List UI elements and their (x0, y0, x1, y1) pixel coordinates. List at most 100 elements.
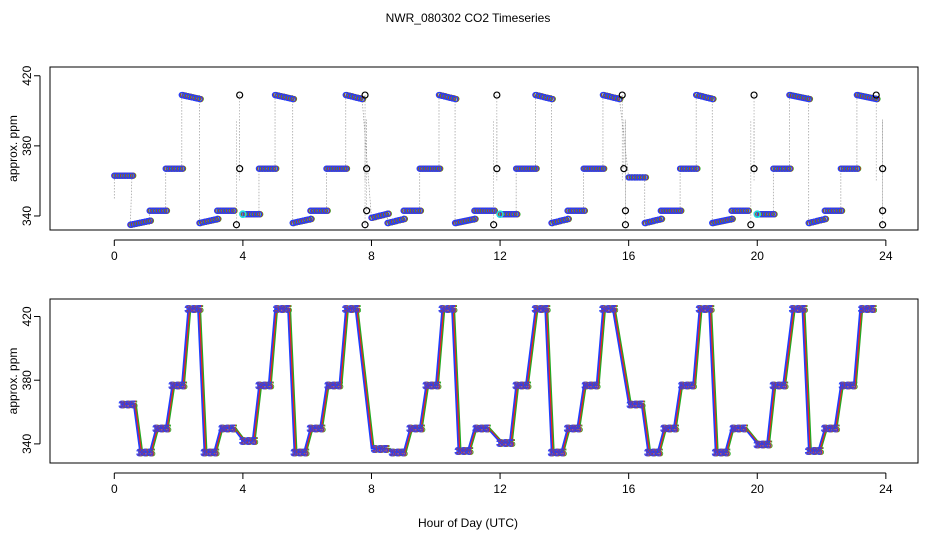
black-point (879, 221, 887, 229)
data-point (561, 216, 569, 223)
data-point (162, 207, 169, 214)
point-label: 385 (584, 381, 601, 392)
black-point (879, 165, 887, 173)
point-cluster (111, 172, 137, 179)
point-cluster (127, 217, 155, 228)
data-point (783, 165, 790, 172)
point-cluster (435, 91, 460, 103)
point-cluster (641, 215, 666, 227)
point-label: 385 (472, 424, 489, 435)
data-point (355, 95, 363, 102)
data-point (657, 215, 665, 223)
bottom-y-axis-label: approx. ppm (6, 348, 20, 415)
point-label: 385 (343, 305, 360, 316)
data-point (510, 211, 517, 218)
point-label: 385 (390, 448, 407, 459)
point-label: 385 (153, 424, 170, 435)
black-point (621, 221, 630, 229)
x-tick-label: 8 (368, 249, 375, 263)
data-point (837, 207, 845, 214)
point-label: 385 (839, 381, 856, 392)
point-label: 385 (678, 381, 695, 392)
data-point (818, 216, 826, 223)
black-point (361, 221, 369, 229)
point-label: 385 (201, 448, 218, 459)
point-label: 385 (169, 381, 186, 392)
data-point (230, 207, 237, 214)
point-label: 385 (697, 305, 714, 316)
data-point (433, 165, 440, 172)
data-point (286, 95, 294, 102)
connector-line (361, 95, 372, 218)
data-point (213, 215, 221, 223)
data-point (692, 165, 700, 172)
point-label: 385 (456, 446, 473, 457)
top-axes: 0 4 8 12 16 20 24 340 380 420 (20, 65, 893, 263)
data-point (488, 207, 495, 214)
data-point (400, 215, 407, 223)
data-point (416, 207, 423, 214)
point-label: 385 (564, 424, 581, 435)
black-point (621, 207, 630, 215)
black-point (236, 91, 244, 99)
black-point (879, 207, 887, 215)
black-point (493, 165, 501, 173)
data-point (853, 165, 861, 172)
point-label: 385 (680, 381, 697, 392)
point-label: 385 (534, 305, 551, 316)
point-label: 385 (342, 305, 359, 316)
data-point (674, 207, 681, 214)
data-point (786, 165, 793, 172)
point-label: 385 (499, 438, 516, 449)
point-cluster (307, 207, 331, 214)
point-cluster (676, 165, 701, 172)
data-point (741, 207, 749, 214)
point-label: 385 (515, 381, 532, 392)
data-point (676, 207, 684, 214)
point-cluster (178, 91, 204, 103)
point-cluster (599, 91, 624, 103)
data-point (323, 207, 330, 214)
point-cluster (271, 91, 298, 103)
x-tick-label: 24 (879, 249, 893, 263)
data-point (342, 165, 349, 172)
point-label: 385 (822, 424, 839, 435)
point-cluster (709, 215, 736, 227)
point-label: 385 (679, 381, 696, 392)
top-panel: 0 4 8 12 16 20 24 340 380 420 approx. ppm (6, 65, 919, 263)
point-label: 385 (425, 381, 442, 392)
data-point (706, 95, 713, 102)
point-cluster (532, 91, 556, 103)
point-label: 385 (840, 381, 857, 392)
point-label: 385 (755, 440, 772, 451)
data-point (451, 95, 459, 103)
point-label: 385 (424, 381, 441, 392)
y-tick-label: 380 (20, 136, 34, 156)
point-cluster (564, 207, 589, 214)
point-label: 385 (154, 424, 171, 435)
point-label: 385 (714, 448, 731, 459)
black-point (747, 221, 755, 229)
data-point (638, 174, 646, 181)
point-cluster (625, 174, 650, 181)
point-label: 385 (155, 424, 172, 435)
data-point (340, 165, 347, 172)
black-point (232, 221, 241, 229)
point-label: 385 (628, 400, 645, 411)
point-cluster (770, 165, 794, 172)
data-point (580, 207, 587, 214)
data-point (269, 165, 276, 172)
point-label: 385 (255, 381, 272, 392)
